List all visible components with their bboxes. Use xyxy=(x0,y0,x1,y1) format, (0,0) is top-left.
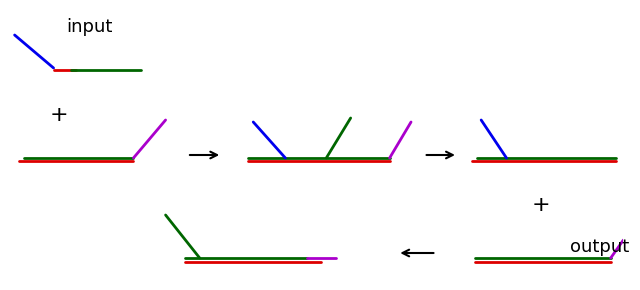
Text: +: + xyxy=(531,195,550,215)
Text: output: output xyxy=(570,238,629,256)
Text: +: + xyxy=(49,105,68,125)
Text: input: input xyxy=(66,18,113,36)
